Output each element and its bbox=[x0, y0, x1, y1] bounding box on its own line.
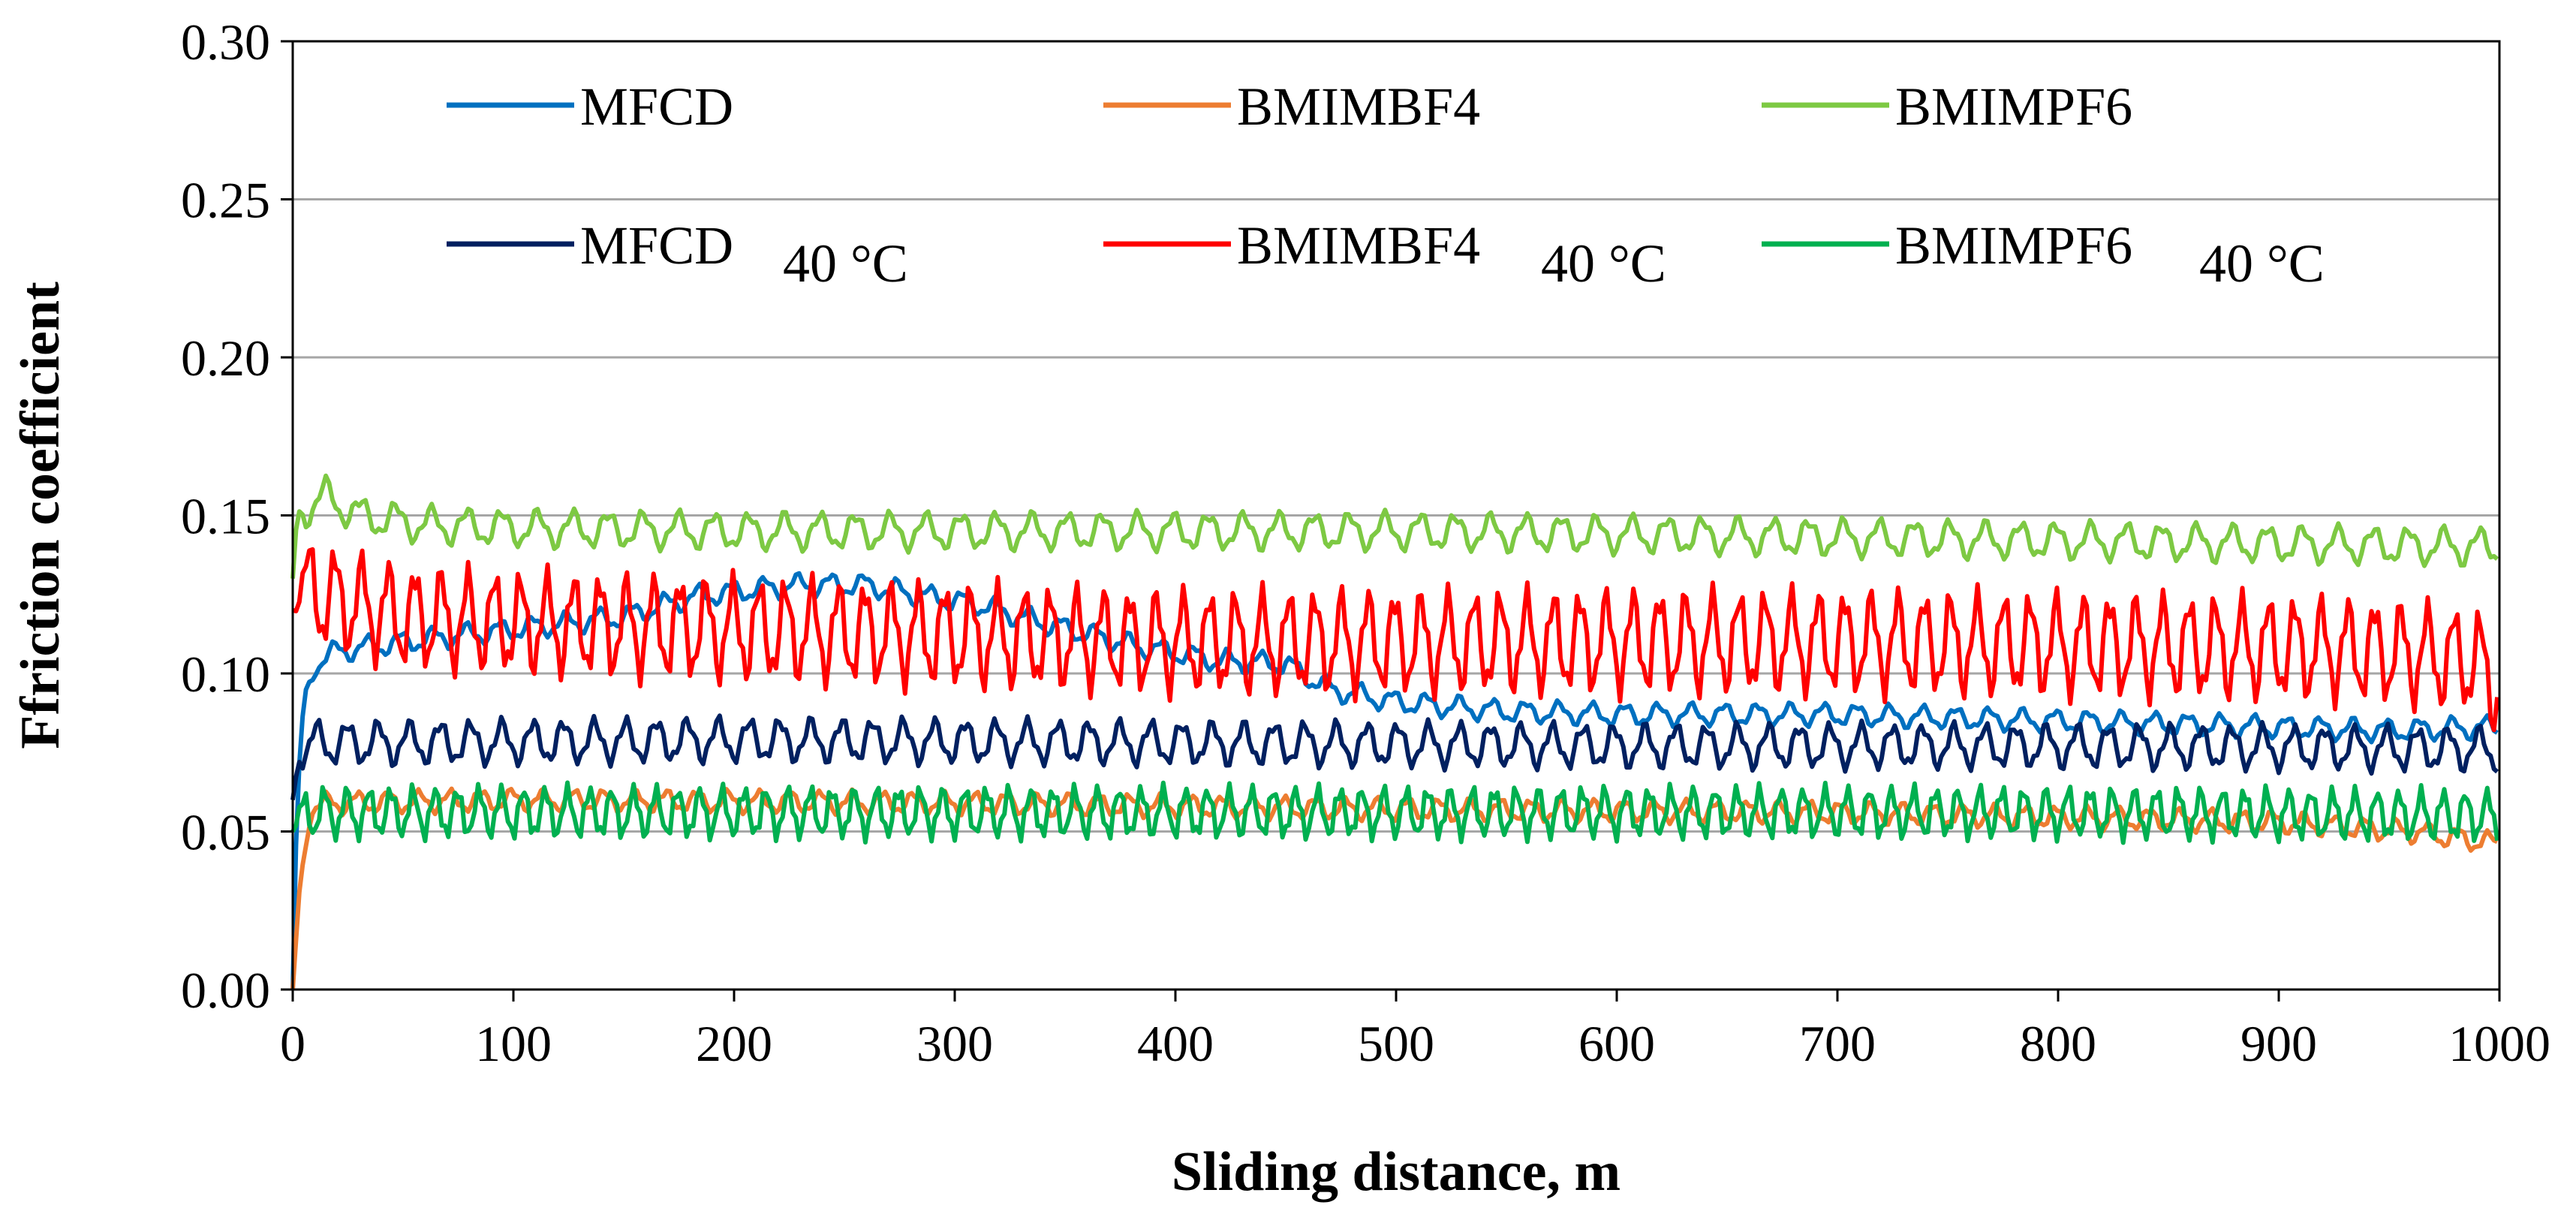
legend-label: MFCD bbox=[580, 215, 733, 276]
x-axis-ticks: 0 100 200 300 400 500 600 700 800 900 1000 bbox=[280, 990, 2550, 1072]
series-line-bmimbf4-40c bbox=[292, 547, 2500, 733]
legend-label: BMIMBF4 bbox=[1237, 215, 1480, 276]
x-tick-label: 0 bbox=[280, 1015, 305, 1072]
legend-temperature: 40 °C bbox=[1541, 233, 1666, 294]
x-tick-label: 300 bbox=[916, 1015, 993, 1072]
x-tick-label: 1000 bbox=[2448, 1015, 2550, 1072]
x-tick-label: 400 bbox=[1137, 1015, 1214, 1072]
y-axis-title: Ffriction coefficient bbox=[10, 282, 71, 749]
legend-label: BMIMPF6 bbox=[1895, 77, 2132, 137]
legend-label: MFCD bbox=[580, 77, 733, 137]
x-tick-label: 500 bbox=[1358, 1015, 1434, 1072]
x-tick-label: 900 bbox=[2240, 1015, 2317, 1072]
legend: MFCD BMIMBF4 BMIMPF6 MFCD 40 °C BMIMBF4 40 °C B… bbox=[447, 77, 2325, 294]
y-tick-label: 0.00 bbox=[181, 962, 270, 1019]
x-tick-label: 100 bbox=[475, 1015, 552, 1072]
series-line-bmimpf6 bbox=[290, 473, 2499, 579]
y-tick-label: 0.10 bbox=[181, 646, 270, 703]
legend-label: BMIMPF6 bbox=[1895, 215, 2132, 276]
y-tick-label: 0.25 bbox=[181, 172, 270, 229]
y-tick-label: 0.20 bbox=[181, 330, 270, 387]
x-tick-label: 700 bbox=[1799, 1015, 1876, 1072]
x-tick-label: 200 bbox=[696, 1015, 772, 1072]
y-axis-ticks: 0.00 0.05 0.10 0.15 0.20 0.25 0.30 bbox=[181, 14, 293, 1019]
series-lines bbox=[290, 473, 2500, 990]
legend-temperature: 40 °C bbox=[2199, 233, 2325, 294]
y-tick-label: 0.30 bbox=[181, 14, 270, 71]
x-tick-label: 600 bbox=[1578, 1015, 1655, 1072]
y-tick-label: 0.15 bbox=[181, 488, 270, 545]
legend-label: BMIMBF4 bbox=[1237, 77, 1480, 137]
x-axis-title: Sliding distance, m bbox=[1172, 1141, 1621, 1203]
y-tick-label: 0.05 bbox=[181, 804, 270, 861]
series-line-mfcd-40c bbox=[290, 713, 2499, 800]
legend-temperature: 40 °C bbox=[783, 233, 908, 294]
series-line-bmimpf6-40c bbox=[290, 780, 2500, 845]
x-tick-label: 800 bbox=[2020, 1015, 2096, 1072]
gridlines bbox=[293, 198, 2499, 833]
series-line-mfcd bbox=[290, 571, 2499, 990]
